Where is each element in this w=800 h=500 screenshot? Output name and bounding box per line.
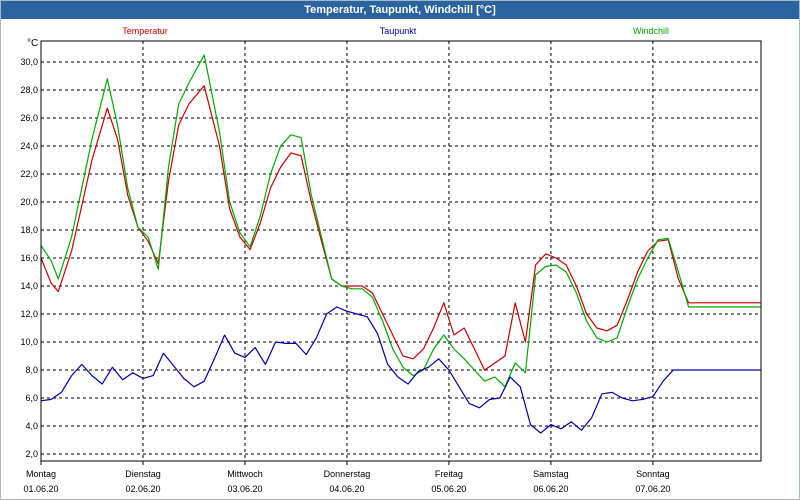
- y-tick-label: 14,0: [20, 281, 38, 291]
- y-tick-label: 22,0: [20, 169, 38, 179]
- chart-text: 2,0 4,0 6,0 8,0 10,0 12,0 14,0 16,0 18,0 20,0 22,0…: [20, 26, 670, 494]
- x-tick-day: Freitag: [435, 469, 463, 479]
- y-tick-label: 20,0: [20, 197, 38, 207]
- y-tick-label: 2,0: [25, 449, 38, 459]
- y-axis-label: °C: [27, 38, 38, 49]
- series-lines: [40, 54, 761, 434]
- x-tick-date: 03.06.20: [227, 484, 262, 494]
- y-tick-label: 8,0: [25, 365, 38, 375]
- x-tick-day: Montag: [26, 469, 56, 479]
- y-tick-label: 28,0: [20, 85, 38, 95]
- legend-windchill: Windchill: [633, 26, 669, 36]
- y-tick-label: 6,0: [25, 393, 38, 403]
- y-tick-label: 26,0: [20, 113, 38, 123]
- x-tick-day: Samstag: [533, 469, 569, 479]
- x-tick-date: 07.06.20: [635, 484, 670, 494]
- series-line-temperatur: [40, 85, 761, 371]
- y-tick-label: 30,0: [20, 57, 38, 67]
- x-tick-day: Dienstag: [125, 469, 161, 479]
- x-tick-day: Mittwoch: [227, 469, 263, 479]
- window-title: Temperatur, Taupunkt, Windchill [°C]: [1, 1, 799, 19]
- x-tick-day: Donnerstag: [324, 469, 371, 479]
- y-tick-label: 4,0: [25, 421, 38, 431]
- x-tick-day: Sonntag: [636, 469, 670, 479]
- x-tick-date: 02.06.20: [125, 484, 160, 494]
- y-tick-label: 24,0: [20, 141, 38, 151]
- x-tick-date: 01.06.20: [23, 484, 58, 494]
- legend-temperatur: Temperatur: [122, 26, 168, 36]
- y-tick-label: 18,0: [20, 225, 38, 235]
- y-tick-label: 16,0: [20, 253, 38, 263]
- series-line-taupunkt: [40, 306, 761, 434]
- legend-taupunkt: Taupunkt: [380, 26, 417, 36]
- chart-svg: 2,0 4,0 6,0 8,0 10,0 12,0 14,0 16,0 18,0 20,0 22,0…: [20, 26, 762, 494]
- grid: [40, 41, 761, 465]
- y-tick-label: 10,0: [20, 337, 38, 347]
- y-tick-label: 12,0: [20, 309, 38, 319]
- x-tick-date: 04.06.20: [329, 484, 364, 494]
- plot-frame: [40, 40, 762, 462]
- x-tick-date: 06.06.20: [533, 484, 568, 494]
- x-tick-date: 05.06.20: [431, 484, 466, 494]
- series-line-windchill: [40, 54, 761, 388]
